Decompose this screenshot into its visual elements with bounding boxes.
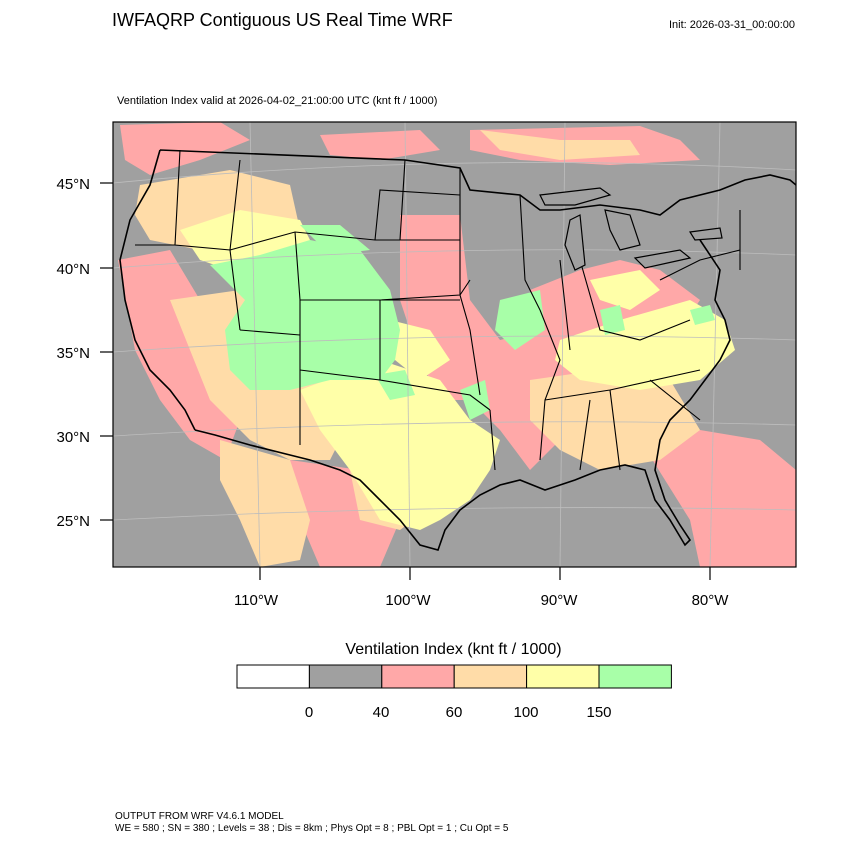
legend-tick-60: 60	[445, 704, 463, 721]
graticule	[113, 122, 796, 567]
lat-ticks	[100, 182, 113, 521]
colorbar-box	[453, 664, 528, 689]
legend-tick-150: 150	[586, 704, 612, 721]
field-subtitle: Ventilation Index valid at 2026-04-02_21…	[117, 95, 438, 107]
lat-label-45: 45°N	[56, 176, 90, 193]
legend-tick-0: 0	[304, 704, 314, 721]
colorbar-box	[381, 664, 455, 689]
model-info-line-2: WE = 580 ; SN = 380 ; Levels = 38 ; Dis …	[115, 823, 509, 834]
init-time-label: Init: 2026-03-31_00:00:00	[669, 19, 795, 31]
legend-title: Ventilation Index (knt ft / 1000)	[345, 641, 562, 658]
lat-label-30: 30°N	[56, 429, 90, 446]
lat-label-35: 35°N	[56, 345, 90, 362]
us-outline	[119, 149, 796, 551]
colorbar-box	[598, 664, 672, 689]
vi-150-plus-regions	[210, 225, 715, 420]
legend-tick-40: 40	[372, 704, 390, 721]
colorbar-box	[308, 664, 383, 689]
lon-ticks	[259, 567, 711, 580]
colorbar-box	[236, 664, 310, 689]
lat-label-25: 25°N	[56, 513, 90, 530]
model-info-line-1: OUTPUT FROM WRF V4.6.1 MODEL	[115, 811, 284, 822]
lat-label-40: 40°N	[56, 261, 90, 278]
great-lakes	[539, 187, 723, 271]
state-boundaries	[135, 149, 741, 471]
legend-tick-100: 100	[513, 704, 539, 721]
lon-label-110w: 110°W	[234, 592, 279, 609]
lon-label-100w: 100°W	[385, 592, 431, 609]
lon-label-80w: 80°W	[692, 592, 730, 609]
plot-title: IWFAQRP Contiguous US Real Time WRF	[112, 10, 453, 30]
colorbar	[236, 664, 672, 689]
colorbar-box	[526, 664, 600, 689]
map-panel	[113, 122, 796, 567]
map-frame	[112, 121, 797, 568]
lon-label-90w: 90°W	[541, 592, 579, 609]
